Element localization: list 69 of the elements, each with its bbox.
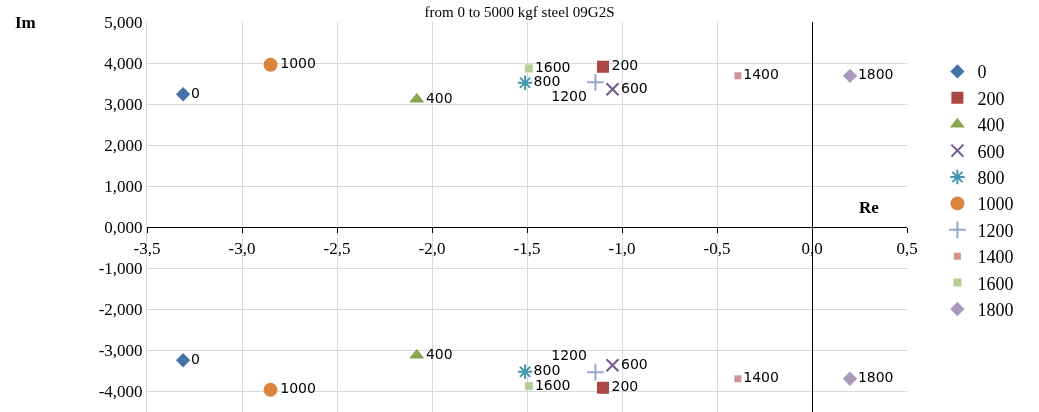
- point: [597, 60, 609, 73]
- legend-label: 1600: [977, 273, 1014, 294]
- point: [175, 87, 191, 102]
- x-tick-label: -3,5: [133, 238, 161, 258]
- legend-label: 1000: [977, 194, 1014, 215]
- point: [734, 375, 742, 383]
- y-tick-label: 3,000: [104, 95, 143, 115]
- legend-label: 200: [977, 88, 1005, 109]
- x-tick-label: -2,0: [418, 238, 446, 258]
- text: 1400: [743, 66, 779, 83]
- text: 1800: [857, 66, 894, 83]
- point: [586, 362, 605, 382]
- y-tick-label: -1,000: [98, 259, 143, 279]
- text: 800: [533, 73, 561, 90]
- point: [263, 382, 278, 397]
- legend-label: 1200: [977, 220, 1014, 241]
- x-tick-label: -3,0: [228, 238, 256, 258]
- point: [734, 72, 742, 80]
- text: 200: [611, 57, 639, 74]
- point: [605, 82, 620, 97]
- legend-label: 0: [977, 62, 987, 83]
- legend-label: 1800: [977, 300, 1014, 321]
- text: 400: [425, 89, 453, 106]
- x-axis-title: Re: [859, 198, 880, 217]
- legend-label: 1400: [977, 247, 1014, 268]
- text: 0: [190, 84, 200, 101]
- text: 0: [190, 350, 200, 367]
- text: 400: [425, 345, 453, 362]
- y-tick-label: 5,000: [104, 12, 143, 32]
- text: 200: [611, 378, 639, 395]
- y-tick-label: -2,000: [98, 300, 143, 320]
- x-tick-label: -1,5: [513, 238, 541, 258]
- text: 1600: [534, 58, 571, 75]
- point: [175, 353, 191, 368]
- point: [263, 57, 278, 72]
- point: [842, 371, 858, 386]
- point: [597, 381, 609, 394]
- y-tick-label: 0,000: [104, 218, 143, 238]
- text: 600: [621, 79, 648, 96]
- point: [516, 74, 534, 91]
- text: 1200: [551, 347, 587, 364]
- legend-label: 600: [977, 141, 1005, 162]
- y-tick-label: 2,000: [104, 136, 143, 156]
- text: 1400: [743, 369, 779, 386]
- y-tick-label: -3,000: [98, 341, 143, 361]
- point: [605, 358, 620, 373]
- text: 600: [621, 355, 648, 372]
- x-tick-label: -0,5: [703, 238, 731, 258]
- text: 1000: [280, 55, 316, 72]
- text: 800: [533, 362, 561, 379]
- text: 1600: [534, 376, 571, 393]
- point: [516, 363, 534, 380]
- y-tick-label: -4,000: [98, 382, 143, 402]
- y-axis-title: Im: [15, 13, 36, 32]
- x-tick-label: -1,0: [608, 238, 636, 258]
- x-tick-label: 0,5: [896, 238, 918, 258]
- chart-title: from 0 to 5000 kgf steel 09G2S: [424, 3, 615, 20]
- point: [524, 382, 533, 391]
- text: 1800: [857, 369, 894, 386]
- point: [842, 68, 858, 83]
- text: 1000: [280, 380, 316, 397]
- point: [524, 64, 533, 73]
- text: 1200: [551, 88, 587, 105]
- point: [586, 72, 605, 92]
- legend-label: 400: [977, 115, 1005, 136]
- x-tick-label: -2,5: [323, 238, 351, 258]
- legend-label: 800: [977, 168, 1005, 189]
- y-tick-label: 1,000: [104, 177, 143, 197]
- y-tick-label: 4,000: [104, 54, 143, 73]
